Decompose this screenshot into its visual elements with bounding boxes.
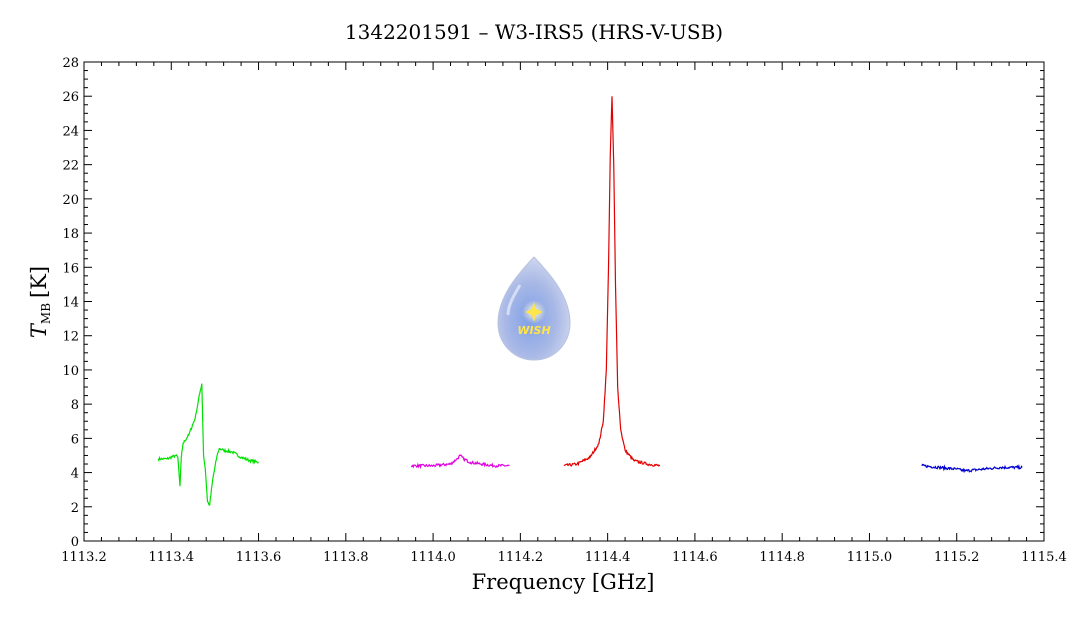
y-tick-label: 14 — [62, 296, 79, 311]
series-line-3 — [563, 96, 661, 467]
y-axis-label: TMB[K] — [27, 266, 53, 338]
x-tick-label: 1115.0 — [847, 550, 893, 565]
y-tick-label: 8 — [71, 398, 79, 413]
x-tick-label: 1114.4 — [585, 550, 631, 565]
y-tick-label: 20 — [62, 193, 79, 208]
y-tick-label: 0 — [71, 535, 79, 550]
wish-logo: WISH — [497, 256, 571, 361]
y-tick-label: 26 — [62, 90, 79, 105]
x-tick-label: 1113.2 — [61, 550, 107, 565]
x-axis-label: Frequency [GHz] — [472, 570, 655, 594]
x-tick-label: 1114.8 — [759, 550, 805, 565]
y-tick-label: 10 — [62, 364, 79, 379]
series-line-2 — [410, 454, 510, 470]
x-tick-label: 1113.4 — [149, 550, 195, 565]
x-axis: 1113.2 1113.4 1113.6 1113.8 1114.0 1114.2 1114… — [61, 62, 1067, 565]
y-tick-label: 22 — [62, 159, 79, 174]
y-tick-label: 18 — [62, 227, 79, 242]
y-tick-label: 24 — [62, 124, 79, 139]
y-tick-label: 16 — [62, 261, 79, 276]
y-tick-label: 2 — [71, 501, 79, 516]
x-tick-label: 1114.2 — [498, 550, 544, 565]
x-tick-label: 1115.2 — [934, 550, 980, 565]
logo-text: WISH — [517, 324, 550, 337]
y-tick-label: 28 — [62, 56, 79, 71]
x-tick-label: 1115.4 — [1021, 550, 1067, 565]
y-tick-label: 6 — [71, 432, 79, 447]
star-icon — [525, 302, 543, 322]
x-tick-label: 1113.8 — [323, 550, 369, 565]
y-tick-label: 4 — [71, 467, 79, 482]
x-tick-label: 1114.6 — [672, 550, 718, 565]
svg-text:TMB[K]: TMB[K] — [27, 266, 53, 338]
chart-title: 1342201591 – W3-IRS5 (HRS-V-USB) — [345, 20, 723, 44]
series-line-4 — [921, 463, 1023, 474]
x-tick-label: 1114.0 — [410, 550, 456, 565]
y-tick-label: 12 — [62, 330, 79, 345]
x-tick-label: 1113.6 — [236, 550, 282, 565]
series-line-1 — [157, 383, 259, 507]
